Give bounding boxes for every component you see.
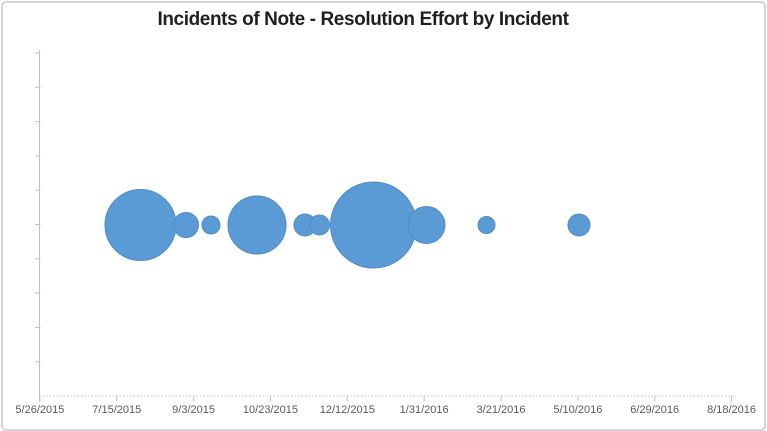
- x-axis-label: 1/31/2016: [400, 404, 449, 416]
- bubble-point: [477, 216, 496, 234]
- x-axis-label: 12/12/2015: [320, 404, 375, 416]
- x-axis-label: 10/23/2015: [243, 404, 298, 416]
- x-axis-label: 5/26/2015: [15, 404, 64, 416]
- bubble-point: [330, 181, 417, 269]
- bubble-point: [173, 212, 199, 238]
- x-axis-labels: 5/26/2015 7/15/2015 9/3/2015 10/23/2015 12/1…: [15, 404, 756, 416]
- x-axis: [39, 395, 736, 402]
- bubble-point: [201, 215, 221, 235]
- bubble-point: [567, 213, 591, 237]
- bubble-point: [407, 206, 446, 244]
- x-axis-label: 5/10/2016: [553, 404, 602, 416]
- bubble-point: [227, 195, 287, 255]
- x-axis-label: 9/3/2015: [172, 404, 215, 416]
- bubble-point: [309, 214, 330, 236]
- x-axis-label: 6/29/2016: [630, 404, 679, 416]
- bubble-point: [104, 189, 177, 261]
- x-axis-label: 3/21/2016: [477, 404, 526, 416]
- bubble-series: [104, 181, 591, 269]
- x-axis-label: 8/18/2016: [707, 404, 756, 416]
- chart-title: Incidents of Note - Resolution Effort by…: [157, 9, 569, 30]
- y-axis: [35, 50, 41, 402]
- x-axis-label: 7/15/2015: [92, 404, 141, 416]
